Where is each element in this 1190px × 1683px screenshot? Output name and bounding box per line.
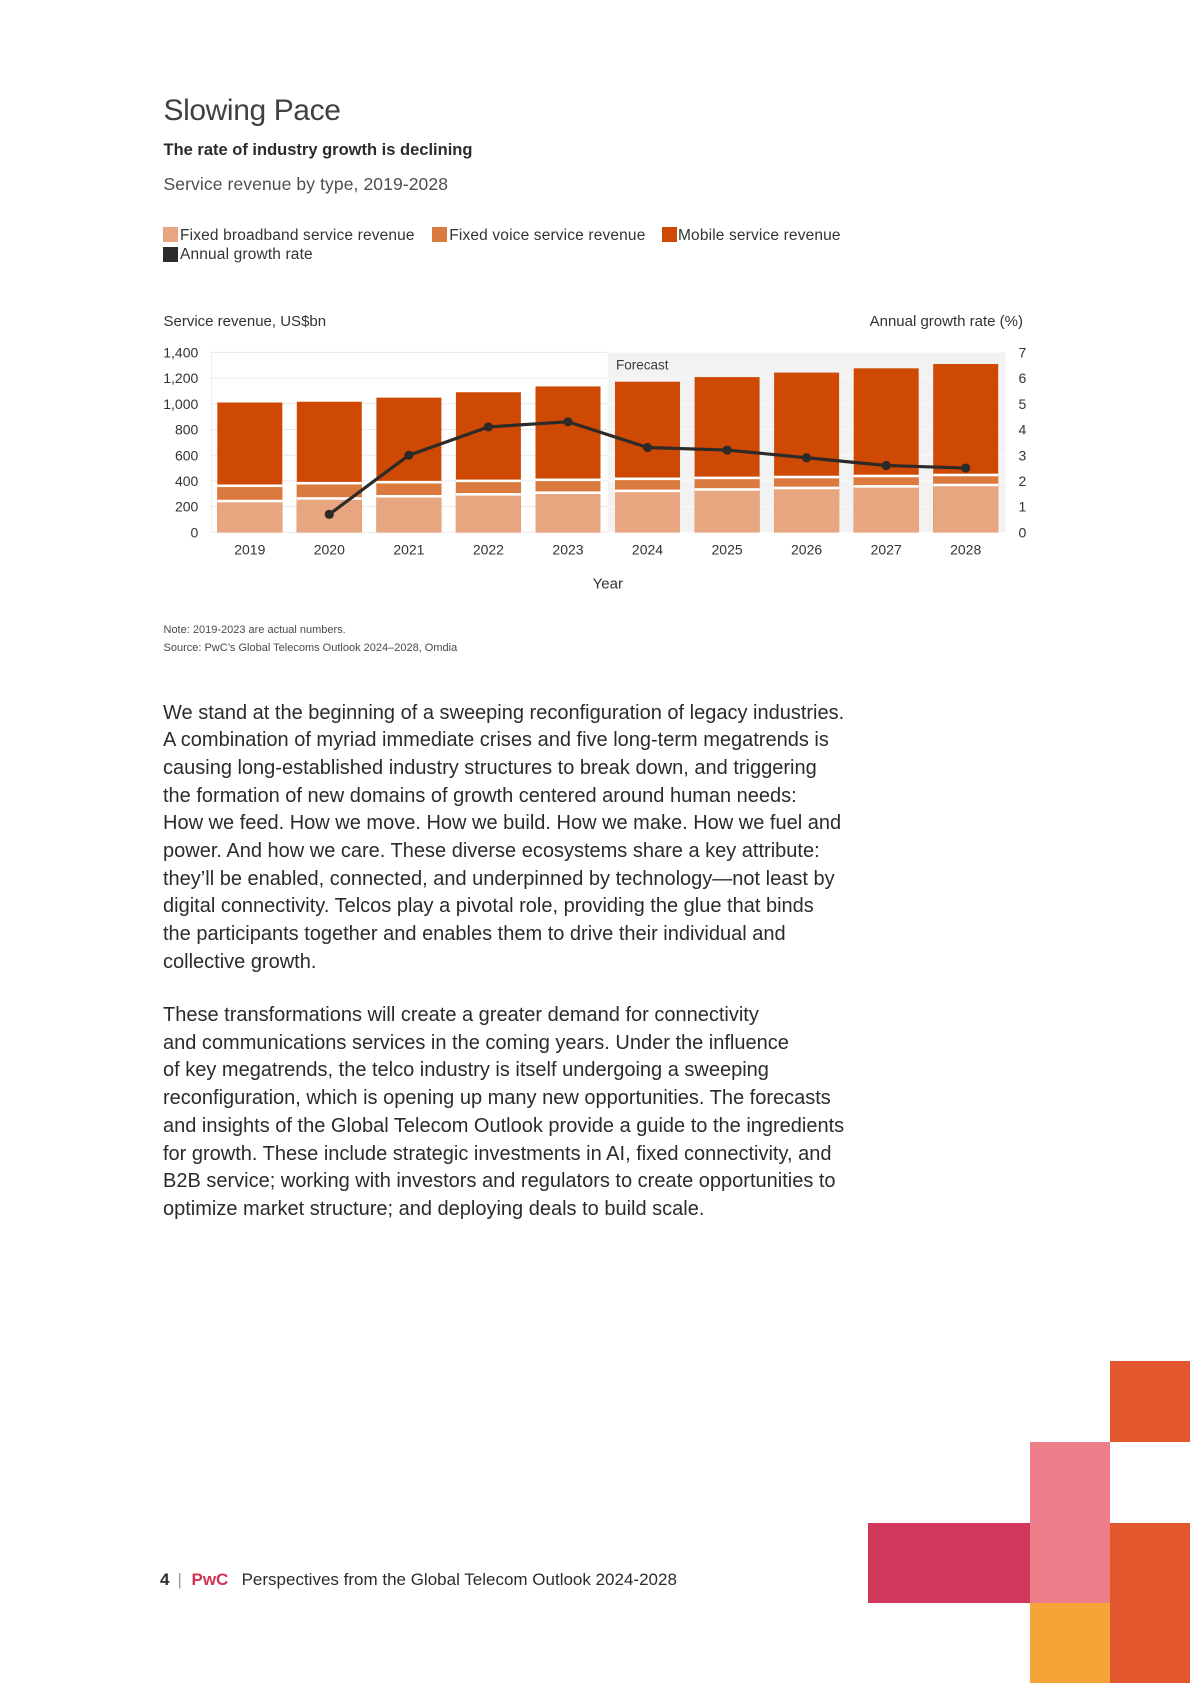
svg-text:800: 800 bbox=[175, 422, 199, 438]
svg-text:1,400: 1,400 bbox=[163, 345, 198, 361]
svg-text:1,000: 1,000 bbox=[163, 396, 198, 412]
svg-text:2025: 2025 bbox=[712, 541, 743, 557]
svg-text:0: 0 bbox=[191, 524, 199, 540]
svg-text:2021: 2021 bbox=[393, 541, 424, 557]
svg-text:7: 7 bbox=[1019, 345, 1027, 361]
svg-text:2026: 2026 bbox=[791, 541, 822, 557]
svg-text:2019: 2019 bbox=[234, 541, 265, 557]
svg-text:2023: 2023 bbox=[552, 541, 583, 557]
svg-text:2020: 2020 bbox=[314, 541, 345, 557]
svg-text:1: 1 bbox=[1019, 499, 1027, 515]
svg-text:5: 5 bbox=[1019, 396, 1027, 412]
svg-text:Forecast: Forecast bbox=[616, 357, 669, 372]
svg-text:2024: 2024 bbox=[632, 541, 663, 557]
svg-text:600: 600 bbox=[175, 447, 199, 463]
svg-text:0: 0 bbox=[1019, 524, 1027, 540]
svg-text:400: 400 bbox=[175, 473, 199, 489]
svg-text:6: 6 bbox=[1019, 370, 1027, 386]
svg-text:2028: 2028 bbox=[950, 541, 981, 557]
svg-text:2027: 2027 bbox=[871, 541, 902, 557]
svg-text:200: 200 bbox=[175, 499, 199, 515]
svg-text:2: 2 bbox=[1019, 473, 1027, 489]
svg-text:1,200: 1,200 bbox=[163, 370, 198, 386]
svg-text:3: 3 bbox=[1019, 447, 1027, 463]
svg-text:Year: Year bbox=[593, 575, 623, 592]
svg-text:2022: 2022 bbox=[473, 541, 504, 557]
svg-text:4: 4 bbox=[1019, 422, 1027, 438]
